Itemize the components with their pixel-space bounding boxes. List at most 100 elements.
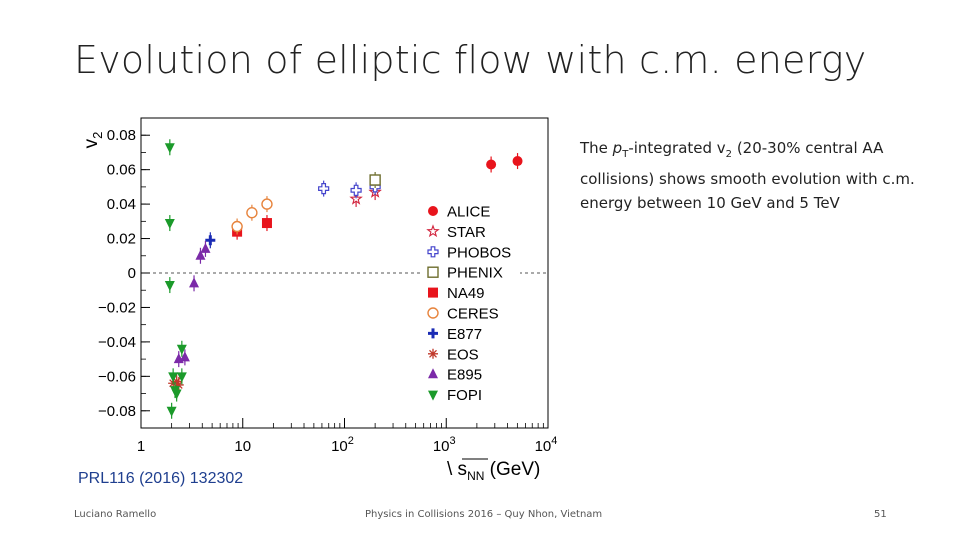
marker-shape bbox=[427, 307, 439, 319]
legend-marker-alice bbox=[428, 206, 438, 216]
legend-marker-phobos bbox=[427, 246, 439, 258]
y-tick-label: −0.06 bbox=[98, 368, 136, 385]
data-point-alice bbox=[486, 159, 497, 170]
x-tick-label: 104 bbox=[535, 435, 558, 455]
slide-title: Evolution of elliptic flow with c.m. ene… bbox=[74, 38, 867, 82]
data-point-ceres bbox=[231, 220, 243, 233]
legend-marker-fopi bbox=[428, 390, 438, 401]
data-point-fopi bbox=[176, 344, 187, 355]
marker-shape bbox=[427, 266, 439, 278]
data-point-fopi bbox=[164, 219, 175, 230]
data-point-fopi bbox=[168, 372, 179, 383]
marker-shape bbox=[428, 328, 438, 339]
marker-shape bbox=[486, 159, 497, 170]
marker-shape bbox=[512, 156, 523, 167]
y-axis-label: v2 bbox=[81, 132, 105, 149]
marker-shape bbox=[171, 389, 182, 400]
data-point-phenix bbox=[369, 174, 381, 186]
description-text: The pT-integrated v2 (20-30% central AA … bbox=[580, 139, 915, 212]
legend-label-star: STAR bbox=[447, 224, 486, 241]
data-point-e895 bbox=[200, 242, 211, 253]
x-tick-label: 1 bbox=[137, 438, 145, 455]
legend-label-phenix: PHENIX bbox=[447, 265, 503, 282]
data-point-eos bbox=[171, 376, 182, 387]
legend-marker-star bbox=[426, 224, 440, 238]
data-point-fopi bbox=[164, 281, 175, 292]
marker-shape bbox=[205, 235, 216, 246]
y-tick-label: −0.08 bbox=[98, 403, 136, 420]
marker-shape bbox=[428, 348, 438, 359]
marker-shape bbox=[166, 406, 177, 417]
data-point-eos bbox=[173, 379, 184, 390]
x-tick-label: 103 bbox=[433, 435, 456, 455]
legend-marker-na49 bbox=[428, 287, 438, 298]
data-point-alice bbox=[512, 156, 523, 167]
marker-shape bbox=[428, 287, 438, 298]
legend-marker-ceres bbox=[427, 307, 439, 319]
legend-label-na49: NA49 bbox=[447, 285, 485, 302]
legend-label-e877: E877 bbox=[447, 326, 482, 343]
marker-shape bbox=[318, 183, 330, 195]
legend-label-ceres: CERES bbox=[447, 306, 499, 323]
data-point-fopi bbox=[164, 143, 175, 154]
marker-shape bbox=[164, 143, 175, 154]
data-point-phobos bbox=[318, 183, 330, 195]
legend-marker-phenix bbox=[427, 266, 439, 278]
y-tick-label: −0.02 bbox=[98, 299, 136, 316]
y-tick-label: 0.08 bbox=[107, 127, 136, 144]
marker-shape bbox=[427, 246, 439, 258]
y-tick-label: 0.06 bbox=[107, 162, 136, 179]
legend-marker-eos bbox=[428, 348, 438, 359]
data-point-phobos bbox=[350, 184, 362, 196]
y-tick-label: −0.04 bbox=[98, 334, 136, 351]
marker-shape bbox=[200, 242, 211, 253]
legend-marker-e895 bbox=[428, 368, 438, 379]
data-point-star bbox=[349, 191, 363, 205]
legend-label-e895: E895 bbox=[447, 367, 482, 384]
data-point-e895 bbox=[195, 249, 206, 260]
data-point-e877 bbox=[205, 235, 216, 246]
data-point-na49 bbox=[261, 218, 272, 229]
marker-shape bbox=[426, 224, 440, 238]
marker-shape bbox=[428, 206, 438, 216]
marker-shape bbox=[164, 281, 175, 292]
marker-shape bbox=[261, 198, 273, 210]
y-tick-label: 0 bbox=[128, 265, 136, 282]
data-point-ceres bbox=[246, 207, 258, 219]
y-tick-label: 0.02 bbox=[107, 231, 136, 248]
marker-shape bbox=[246, 207, 258, 219]
marker-shape bbox=[428, 368, 438, 379]
marker-shape bbox=[231, 220, 243, 233]
marker-shape bbox=[176, 372, 187, 383]
marker-shape bbox=[350, 184, 362, 196]
legend-label-alice: ALICE bbox=[447, 204, 490, 221]
data-point-ceres bbox=[261, 198, 273, 210]
y-tick-label: 0.04 bbox=[107, 196, 136, 213]
x-axis-label: \ sNN (GeV) bbox=[447, 459, 540, 483]
legend-label-phobos: PHOBOS bbox=[447, 244, 511, 261]
marker-shape bbox=[369, 174, 381, 186]
legend-label-eos: EOS bbox=[447, 346, 479, 363]
marker-shape bbox=[179, 351, 190, 362]
data-point-fopi bbox=[166, 406, 177, 417]
marker-shape bbox=[428, 390, 438, 401]
legend-marker-e877 bbox=[428, 328, 438, 339]
marker-shape bbox=[349, 191, 363, 205]
legend-box bbox=[420, 201, 520, 405]
legend-label-fopi: FOPI bbox=[447, 387, 482, 404]
data-point-fopi bbox=[171, 389, 182, 400]
slide-number: 51 bbox=[874, 509, 887, 520]
marker-shape bbox=[171, 376, 182, 387]
marker-shape bbox=[168, 372, 179, 383]
marker-shape bbox=[173, 379, 184, 390]
footer-author: Luciano Ramello bbox=[74, 509, 157, 520]
x-tick-label: 10 bbox=[234, 438, 251, 455]
x-tick-label: 102 bbox=[331, 435, 354, 455]
marker-shape bbox=[261, 218, 272, 229]
data-point-e895 bbox=[189, 277, 200, 288]
data-point-e895 bbox=[179, 351, 190, 362]
marker-shape bbox=[195, 249, 206, 260]
footer-conference: Physics in Collisions 2016 – Quy Nhon, V… bbox=[365, 509, 603, 520]
reference-citation: PRL116 (2016) 132302 bbox=[78, 470, 244, 487]
